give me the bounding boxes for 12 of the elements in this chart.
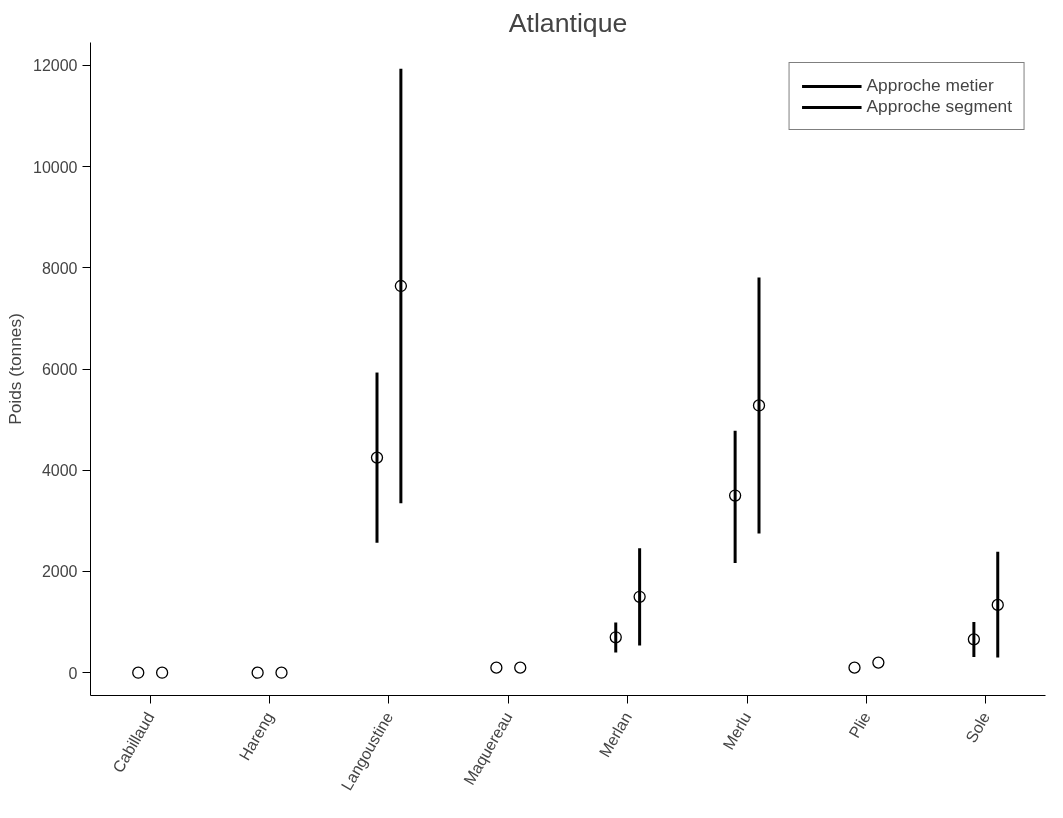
chart-title: Atlantique: [508, 7, 628, 38]
y-tick-label: 2000: [41, 563, 78, 581]
y-axis-title: Poids (tonnes): [5, 313, 26, 425]
legend-label: Approche segment: [866, 96, 1012, 117]
y-tick-label: 6000: [41, 361, 78, 378]
y-tick-label: 10000: [33, 158, 78, 176]
y-tick-label: 0: [68, 664, 78, 682]
x-tick-label: Plie: [845, 709, 874, 741]
y-tick-label: 4000: [41, 462, 78, 480]
y-tick-label: 12000: [33, 57, 78, 75]
y-tick-label: 8000: [41, 259, 78, 277]
legend-label: Approche metier: [866, 75, 994, 96]
